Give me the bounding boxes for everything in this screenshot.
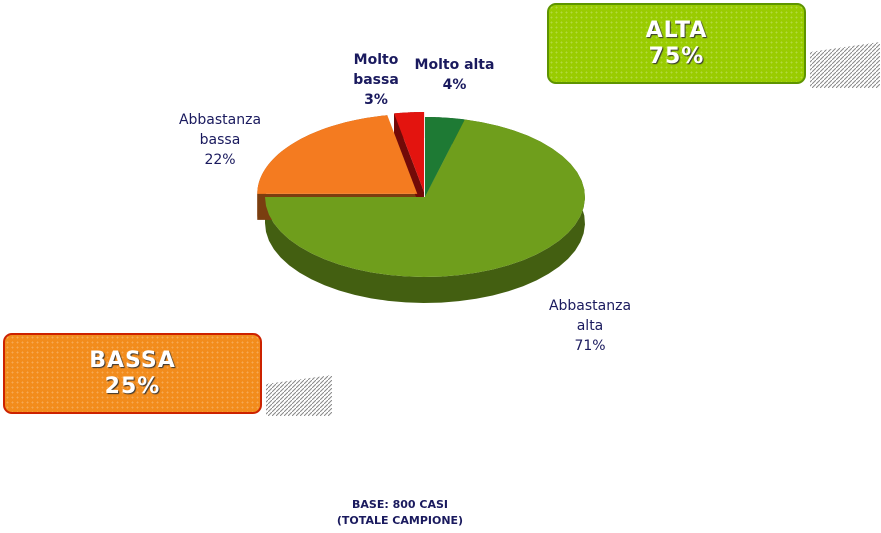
pie-slice <box>425 117 465 197</box>
slice-label: Molto bassa 3% <box>347 50 405 110</box>
box-value: 25% <box>104 374 161 399</box>
value-label: 71% <box>574 338 606 354</box>
summary-box: BASSA 25% <box>3 333 262 414</box>
slice-label: Abbastanza alta 71% <box>545 296 635 356</box>
value-label: 22% <box>204 152 236 168</box>
category-label: Abbastanza bassa <box>178 112 262 148</box>
box-shadow <box>810 42 880 88</box>
pie-slice <box>257 115 418 194</box>
footnote: BASE: 800 CASI (TOTALE CAMPIONE) <box>280 497 520 529</box>
slice-label: Molto alta 4% <box>412 55 497 95</box>
box-value: 75% <box>648 44 705 69</box>
value-label: 3% <box>364 92 388 108</box>
category-label: Molto alta <box>414 57 495 73</box>
footnote-line: (TOTALE CAMPIONE) <box>336 514 464 527</box>
box-title: BASSA <box>89 348 176 373</box>
slice-label: Abbastanza bassa 22% <box>165 110 275 170</box>
pie-slice <box>394 112 425 193</box>
category-label: Molto bassa <box>353 52 399 88</box>
box-shadow <box>266 375 332 416</box>
footnote-line: BASE: 800 CASI <box>352 498 448 511</box>
pie-slice <box>265 119 585 277</box>
category-label: Abbastanza alta <box>548 298 632 334</box>
value-label: 4% <box>442 77 467 93</box>
slice-wall <box>394 113 425 219</box>
box-title: ALTA <box>645 18 708 43</box>
summary-box: ALTA 75% <box>547 3 806 84</box>
